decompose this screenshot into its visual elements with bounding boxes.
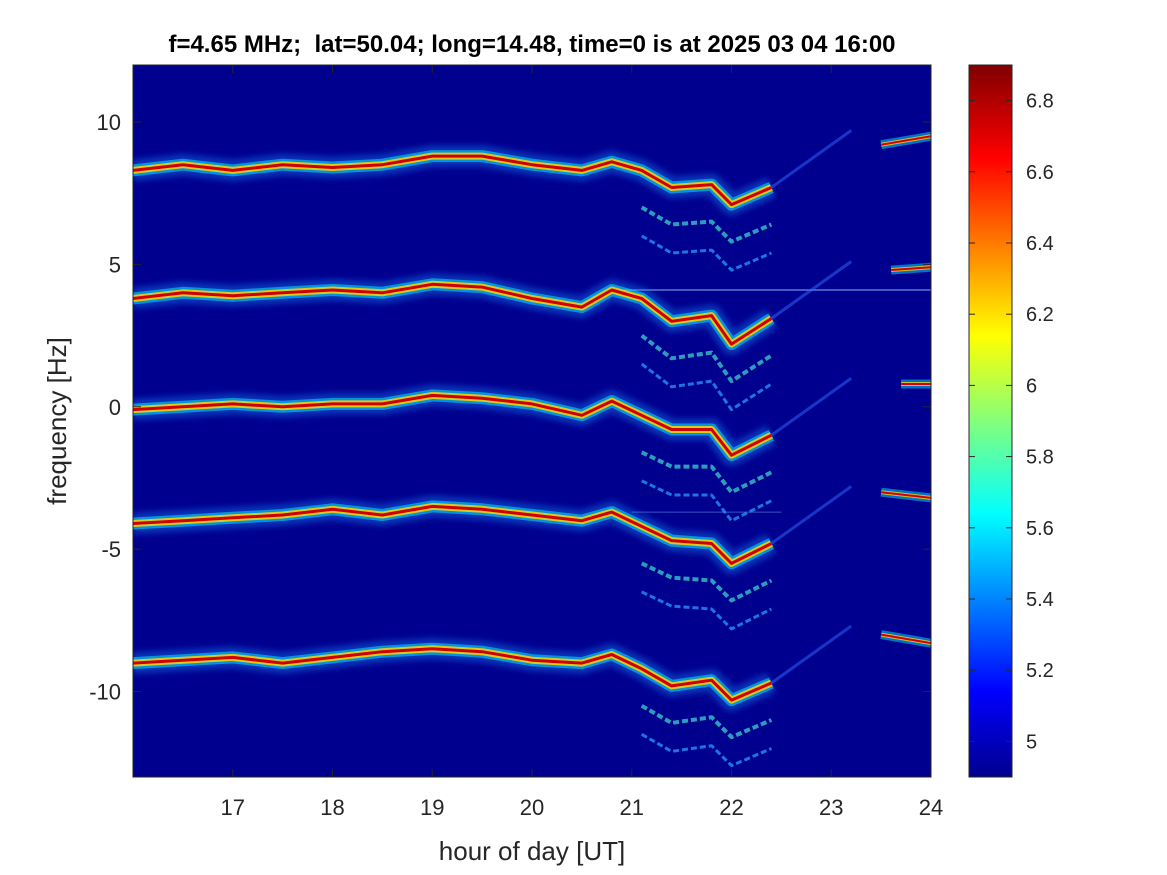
colorbar-tick-label: 6.4 [1026,233,1054,255]
x-tick-label: 21 [620,795,644,820]
trace-peak [133,393,773,457]
x-tick-label: 18 [320,795,344,820]
trace-echo [640,234,772,272]
chart-title: f=4.65 MHz; lat=50.04; long=14.48, time=… [168,31,895,58]
trace-echo [640,704,773,740]
y-tick-label: 0 [109,395,121,420]
trace-peak [133,282,773,346]
colorbar-tick-label: 6 [1026,375,1037,397]
trace-echo [640,334,773,384]
colorbar-tick-label: 5.2 [1026,660,1054,682]
x-tick-label: 17 [221,795,245,820]
trace-echo [640,205,773,244]
trace-peak [133,504,773,565]
x-tick-label: 19 [420,795,444,820]
colorbar-tick-label: 5.6 [1026,518,1054,540]
colorbar: 6.8 6.6 6.4 6.2 6 5.8 5.6 5.4 5.2 5 [968,64,1054,778]
colorbar-gradient [968,64,1013,778]
x-tick-label: 22 [719,795,743,820]
y-axis: 10 5 0 -5 -10 [89,110,931,705]
fragment-peak [891,266,931,272]
colorbar-tick-label: 6.2 [1026,304,1054,326]
colorbar-tick-label: 6.8 [1026,91,1054,113]
x-tick-label: 20 [520,795,544,820]
trace-peak [133,154,772,207]
y-axis-label: frequency [Hz] [42,337,72,505]
fragment-peak [881,491,931,499]
trace-peak [133,647,772,702]
trace-echo [640,732,772,768]
x-axis: 17 18 19 20 21 22 23 24 [221,65,943,820]
trace-echo [641,479,773,523]
trace-echo [640,561,773,603]
x-axis-label: hour of day [UT] [439,836,625,866]
x-tick-label: 24 [919,795,943,820]
trace-echo [640,450,773,495]
colorbar-tick-label: 5.8 [1026,447,1054,469]
colorbar-tick-label: 6.6 [1026,162,1054,184]
y-tick-label: -5 [101,537,121,562]
fragment-peak [880,135,931,146]
x-tick-label: 23 [819,795,843,820]
trace-layer [133,129,931,768]
y-tick-label: 10 [97,110,121,135]
colorbar-tick-label: 5 [1026,731,1037,753]
y-tick-label: -10 [89,680,121,705]
y-tick-label: 5 [109,252,121,277]
diffuse-streak [770,260,853,320]
trace-echo [640,362,773,412]
fragment-peak [880,633,931,645]
diffuse-streak [770,377,853,437]
colorbar-ticks: 6.8 6.6 6.4 6.2 6 5.8 5.6 5.4 5.2 5 [969,91,1054,753]
trace-echo [641,590,773,631]
diffuse-streak [770,624,853,685]
plot-area [132,64,932,778]
diffuse-streak [770,129,853,189]
diffuse-streak [770,485,853,545]
colorbar-tick-label: 5.4 [1026,589,1054,611]
